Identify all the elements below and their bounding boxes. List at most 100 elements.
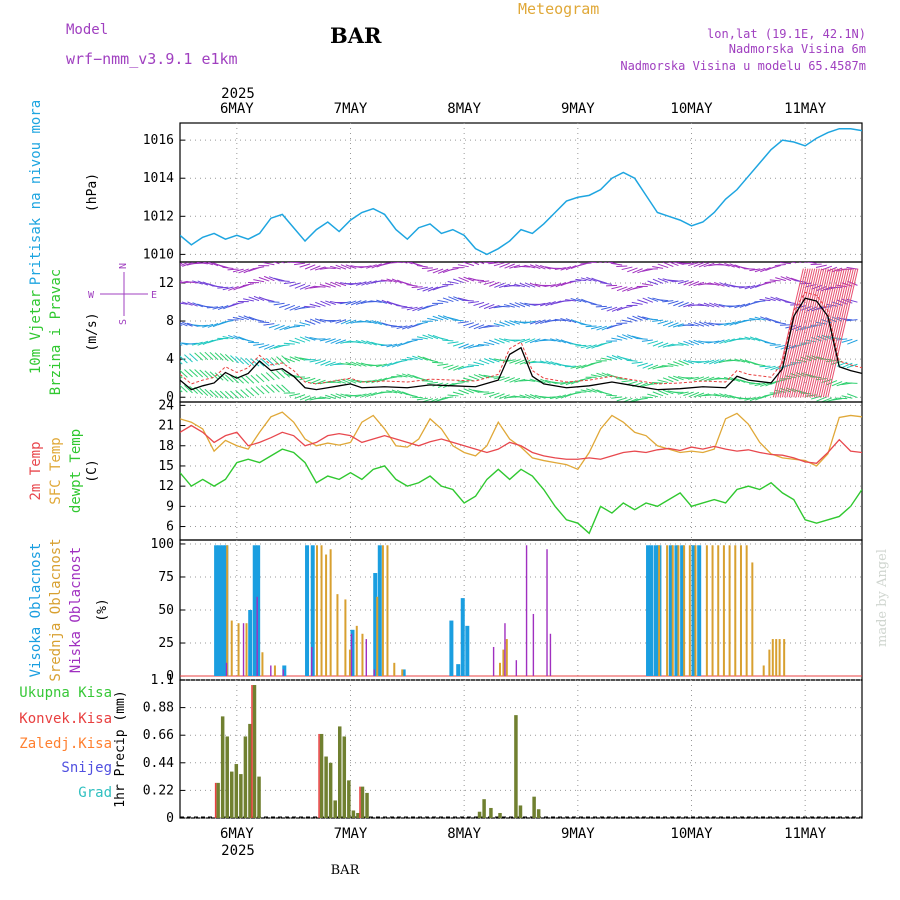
wind-arrow — [493, 262, 505, 267]
wind-arrow — [180, 324, 183, 326]
wind-arrow — [682, 324, 694, 327]
cloud-bar — [778, 639, 781, 677]
wind-arrow-strong — [825, 268, 857, 398]
wind-arrow — [232, 268, 244, 273]
wind-arrow — [288, 325, 300, 328]
wind-arrow — [340, 301, 352, 305]
cloud-bar — [226, 545, 229, 677]
wind-arrow — [652, 391, 664, 397]
cloud-bar — [245, 623, 248, 677]
wind-arrow — [310, 318, 321, 324]
wind-arrow — [463, 388, 475, 394]
wind-arrow — [673, 375, 684, 381]
cloud-bar — [273, 665, 276, 677]
wind-arrow — [381, 299, 393, 305]
wind-arrow — [560, 266, 572, 271]
footer-station: BAR — [331, 863, 361, 878]
wind-arrow — [575, 278, 587, 282]
wind-arrow — [826, 266, 838, 272]
axis-label: dewpt Temp — [68, 429, 84, 513]
wind-arrow — [232, 301, 244, 305]
wind-arrow — [281, 384, 291, 393]
wind-arrow — [709, 302, 720, 308]
x-tick-label-bottom: 10MAY — [670, 826, 713, 842]
wind-arrow — [780, 276, 792, 282]
wind-arrow — [412, 355, 423, 361]
wind-arrow — [427, 303, 439, 307]
wind-arrow — [764, 341, 776, 345]
cloud-bar — [393, 662, 396, 677]
wind-arrow — [406, 306, 418, 311]
wind-arrow — [222, 266, 234, 270]
wind-arrow — [488, 357, 500, 363]
wind-arrow — [611, 396, 623, 399]
wind-arrow — [728, 304, 740, 308]
wind-arrow — [652, 278, 664, 284]
wind-arrow — [554, 318, 566, 322]
wind-arrow — [483, 262, 495, 264]
wind-arrow — [242, 283, 254, 287]
wind-arrow — [447, 281, 459, 285]
wind-arrow — [631, 286, 643, 290]
wind-arrow — [315, 301, 326, 307]
wind-arrow — [693, 392, 705, 398]
y-tick-label: 21 — [158, 419, 174, 434]
wind-arrow — [657, 277, 669, 283]
wind-arrow — [264, 275, 275, 282]
wind-arrow — [544, 284, 556, 288]
wind-arrow — [713, 302, 725, 308]
wind-arrow — [437, 397, 449, 402]
wind-arrow — [509, 320, 521, 325]
pressure-line — [180, 127, 862, 256]
wind-arrow — [458, 276, 469, 283]
wind-arrow — [212, 338, 224, 342]
wind-arrow-strong — [791, 268, 823, 398]
wind-arrow — [524, 264, 536, 269]
wind-arrow — [194, 369, 204, 378]
wind-arrow — [657, 320, 669, 325]
wind-arrow — [180, 389, 183, 393]
cloud-bar — [683, 545, 686, 677]
wind-arrow — [734, 358, 746, 363]
wind-arrow — [386, 324, 398, 327]
wind-arrow — [345, 300, 357, 306]
wind-arrow — [204, 351, 214, 360]
wind-arrow — [657, 365, 669, 369]
cloud-bar — [711, 545, 714, 677]
wind-arrow-strong — [788, 268, 820, 398]
wind-arrow — [662, 377, 674, 383]
wind-arrow — [330, 265, 341, 270]
precip-bar — [239, 774, 243, 818]
y-tick-label: 0.44 — [143, 756, 174, 771]
conv-precip-bar — [251, 685, 253, 818]
precip-bar — [347, 780, 351, 818]
wind-arrow — [371, 378, 382, 384]
wind-arrow — [637, 362, 648, 367]
station-title: BAR — [330, 23, 382, 48]
wind-arrow — [774, 321, 786, 325]
x-tick-label-top: 7MAY — [334, 101, 368, 117]
wind-arrow — [462, 299, 474, 302]
panel-pressure: 1010 1012 1014 1016 Pritisak na nivou mora (h… — [28, 100, 863, 285]
wind-arrow-strong — [772, 268, 804, 398]
wind-arrow — [355, 340, 367, 345]
wind-arrow — [499, 394, 510, 400]
cloud-bar — [505, 639, 508, 677]
wind-arrow — [580, 323, 592, 326]
wind-arrow — [448, 365, 459, 371]
wind-arrow — [447, 341, 459, 344]
wind-arrow — [678, 360, 689, 366]
wind-arrow — [514, 395, 526, 399]
wind-arrow — [667, 300, 679, 305]
wind-arrow — [271, 371, 280, 380]
cloud-bar — [456, 664, 461, 677]
wind-arrow — [240, 375, 250, 384]
cloud-bar — [315, 545, 318, 677]
cloud-bar — [465, 625, 470, 677]
wind-arrow — [278, 280, 290, 282]
wind-arrow — [641, 339, 653, 342]
wind-arrow — [596, 372, 607, 378]
y-tick-label: 1010 — [143, 247, 174, 262]
wind-arrow — [243, 315, 255, 321]
precip-bar — [248, 723, 252, 818]
